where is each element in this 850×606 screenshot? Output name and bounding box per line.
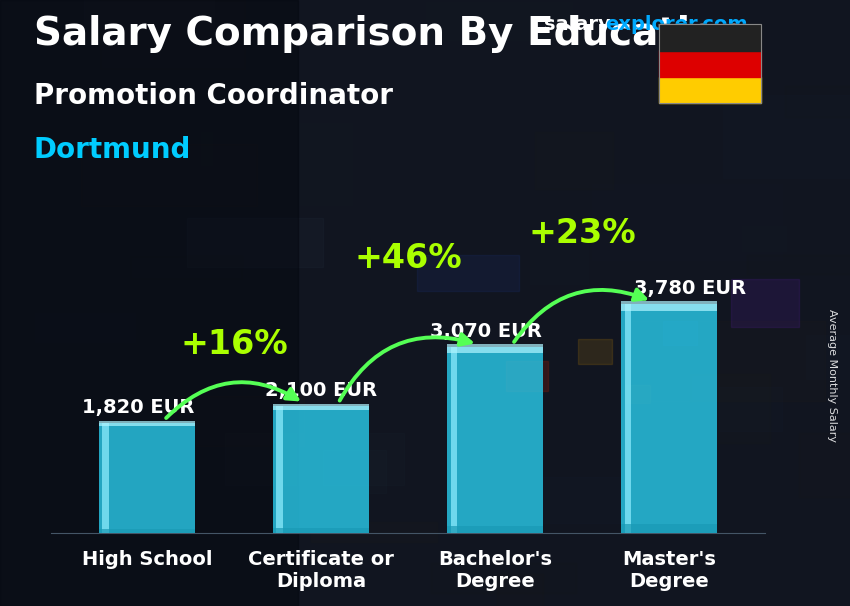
Bar	[416, 255, 518, 291]
Bar	[496, 573, 543, 606]
Bar	[81, 144, 258, 206]
Bar	[83, 0, 214, 29]
Bar	[103, 307, 285, 388]
Bar	[431, 562, 576, 593]
Bar	[450, 347, 457, 533]
Bar	[536, 132, 614, 189]
Bar	[0, 0, 150, 24]
Bar	[689, 373, 769, 444]
Text: +23%: +23%	[529, 217, 636, 250]
Text: 2,100 EUR: 2,100 EUR	[265, 381, 377, 400]
Bar	[273, 406, 369, 533]
Bar	[363, 530, 547, 572]
Bar	[99, 421, 195, 426]
Text: Salary Comparison By Education: Salary Comparison By Education	[34, 15, 745, 53]
Bar	[100, 0, 245, 69]
Bar	[167, 285, 261, 324]
Bar	[99, 529, 195, 533]
Bar	[468, 477, 628, 524]
Bar	[187, 218, 323, 267]
Bar	[99, 423, 195, 533]
Bar	[25, 62, 173, 104]
Text: +46%: +46%	[354, 242, 462, 275]
Bar	[117, 555, 216, 602]
Bar	[688, 39, 838, 82]
Bar	[632, 321, 824, 401]
Bar	[723, 95, 850, 178]
Bar	[273, 528, 369, 533]
Bar	[311, 522, 438, 542]
Bar	[621, 304, 717, 533]
Bar	[201, 122, 352, 205]
Bar	[625, 385, 650, 403]
Bar	[744, 74, 850, 109]
Bar	[273, 404, 369, 410]
Bar	[426, 2, 571, 40]
Text: 3,780 EUR: 3,780 EUR	[634, 279, 746, 298]
Bar	[447, 344, 543, 353]
Bar	[747, 255, 850, 275]
Bar	[785, 86, 850, 117]
Bar	[506, 361, 548, 391]
Bar	[530, 239, 588, 284]
Bar	[806, 335, 850, 379]
Text: Dortmund: Dortmund	[34, 136, 191, 164]
Text: salary: salary	[544, 15, 611, 34]
Bar	[625, 304, 632, 533]
Bar	[578, 339, 612, 364]
Bar	[742, 225, 785, 251]
Text: Promotion Coordinator: Promotion Coordinator	[34, 82, 393, 110]
Bar	[276, 406, 283, 533]
Bar	[18, 291, 228, 327]
Bar	[323, 450, 386, 493]
Bar	[719, 387, 782, 431]
Bar	[557, 426, 654, 499]
Text: Average Monthly Salary: Average Monthly Salary	[827, 309, 837, 442]
Bar	[235, 0, 402, 61]
Bar	[621, 301, 717, 311]
Text: 3,070 EUR: 3,070 EUR	[430, 322, 542, 341]
Bar	[731, 279, 799, 327]
Bar	[169, 279, 366, 316]
Bar	[663, 321, 697, 345]
Bar	[447, 526, 543, 533]
Bar	[592, 184, 782, 261]
Bar	[621, 524, 717, 533]
Text: explorer.com: explorer.com	[605, 15, 748, 34]
Bar	[447, 347, 543, 533]
Bar	[102, 423, 109, 533]
Bar	[0, 0, 298, 606]
Text: +16%: +16%	[180, 328, 287, 361]
Bar	[98, 132, 212, 165]
Bar	[224, 433, 404, 485]
Text: 1,820 EUR: 1,820 EUR	[82, 398, 195, 417]
Bar	[799, 433, 850, 496]
Bar	[36, 313, 134, 342]
Bar	[421, 334, 468, 360]
Bar	[178, 396, 303, 447]
Bar	[130, 256, 241, 279]
